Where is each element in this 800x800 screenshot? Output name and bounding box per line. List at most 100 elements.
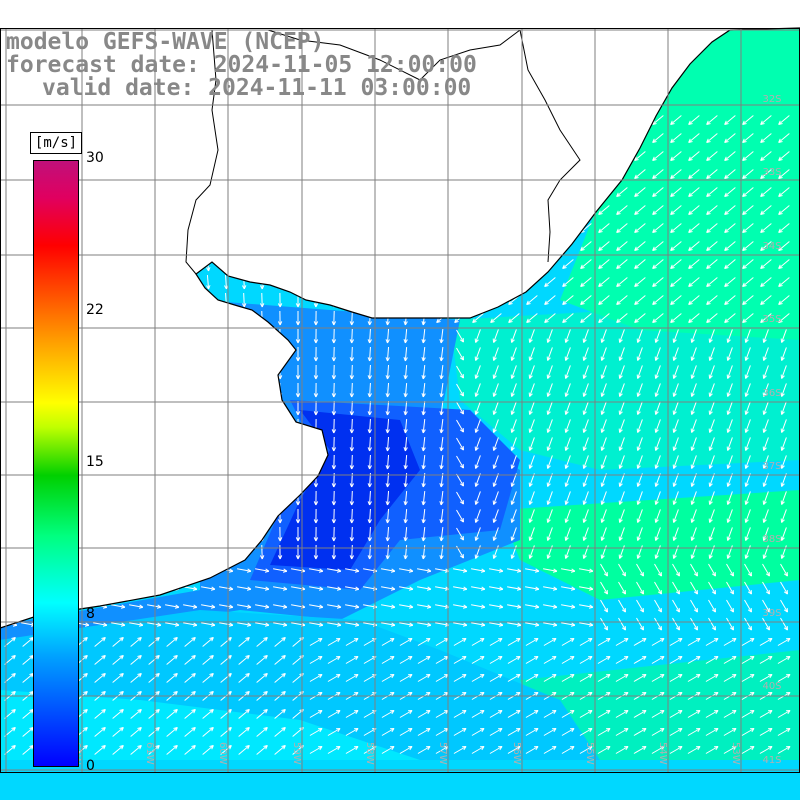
wind-arrow (562, 259, 574, 269)
wind-arrow (546, 419, 553, 433)
wind-arrow (760, 115, 772, 125)
wind-arrow (724, 223, 736, 233)
lon-label: 57W (437, 742, 448, 765)
wind-arrow (170, 346, 175, 362)
wind-arrow (598, 205, 610, 215)
wind-arrow (152, 418, 157, 434)
wind-arrow (98, 131, 103, 146)
wind-arrow (7, 257, 14, 272)
wind-arrow (580, 295, 592, 305)
wind-arrow (93, 586, 108, 591)
wind-arrow (385, 166, 390, 182)
wind-arrow (708, 455, 715, 469)
wind-arrow (472, 313, 484, 323)
wind-arrow (490, 313, 502, 323)
wind-arrow (134, 437, 139, 452)
wind-arrow (152, 508, 157, 524)
wind-arrow (259, 328, 265, 344)
wind-arrow (313, 274, 319, 290)
wind-arrow (367, 256, 372, 272)
wind-arrow (403, 454, 408, 470)
wind-arrow (439, 454, 444, 470)
wind-arrow (618, 347, 625, 361)
wind-arrow (456, 347, 464, 361)
wind-arrow (670, 205, 682, 215)
wind-arrow (152, 184, 157, 200)
wind-arrow (188, 346, 193, 362)
wind-arrow (688, 295, 700, 305)
wind-arrow (277, 148, 283, 164)
wind-arrow (474, 383, 481, 397)
wind-arrow (492, 329, 499, 343)
wind-arrow (492, 419, 499, 433)
wind-arrow (634, 313, 646, 323)
wind-arrow (724, 187, 736, 197)
wind-arrow (259, 400, 265, 416)
wind-arrow (726, 401, 733, 415)
wind-arrow (331, 292, 337, 308)
wind-arrow (546, 401, 553, 415)
wind-arrow (760, 169, 772, 179)
wind-arrow (165, 568, 180, 573)
wind-arrow (134, 131, 139, 146)
wind-arrow (618, 419, 625, 433)
wind-arrow (564, 383, 571, 397)
wind-arrow (349, 112, 355, 128)
wind-arrow (742, 151, 754, 161)
wind-arrow (726, 455, 733, 469)
wind-arrow (385, 418, 390, 434)
wind-arrow (706, 223, 718, 233)
lon-label: 56W (511, 742, 522, 765)
wind-arrow (474, 347, 481, 361)
wind-arrow (490, 115, 502, 125)
wind-arrow (508, 241, 520, 251)
wind-arrow (277, 436, 283, 452)
wind-arrow (616, 115, 628, 125)
lon-label: 60W (217, 742, 228, 765)
wind-arrow (134, 257, 139, 272)
wind-arrow (313, 148, 319, 164)
wind-arrow (206, 166, 211, 182)
wind-arrow (116, 149, 121, 164)
wind-arrow (206, 382, 211, 398)
wind-arrow (510, 401, 517, 415)
wind-arrow (331, 112, 337, 128)
wind-arrow (742, 241, 754, 251)
wind-arrow (134, 149, 139, 164)
wind-arrow (349, 130, 355, 146)
wind-arrow (259, 148, 265, 164)
wind-arrow (582, 383, 589, 397)
wind-arrow (528, 401, 535, 415)
wind-arrow (598, 295, 610, 305)
wind-arrow (688, 115, 700, 125)
wind-arrow (778, 115, 790, 125)
wind-arrow (116, 383, 121, 398)
wind-arrow (490, 277, 502, 287)
wind-arrow (688, 241, 700, 251)
wind-arrow (778, 241, 790, 251)
wind-arrow (456, 383, 464, 397)
wind-arrow (421, 202, 426, 218)
wind-arrow (313, 130, 319, 146)
wind-arrow (688, 259, 700, 269)
wind-arrow (80, 275, 85, 290)
wind-arrow (152, 310, 157, 326)
wind-arrow (98, 257, 103, 272)
wind-arrow (170, 166, 175, 182)
wind-arrow (25, 293, 31, 308)
wind-arrow (580, 133, 592, 143)
wind-arrow (134, 203, 139, 218)
wind-arrow (259, 508, 265, 524)
wind-arrow (706, 133, 718, 143)
wind-arrow (259, 166, 265, 182)
wind-arrow (116, 491, 121, 506)
wind-arrow (3, 568, 18, 573)
wind-arrow (744, 383, 751, 397)
wind-arrow (421, 436, 426, 452)
wind-arrow (403, 292, 408, 308)
wind-arrow (241, 364, 247, 380)
wind-arrow (295, 202, 301, 218)
wind-arrow (134, 455, 139, 470)
wind-arrow (600, 401, 607, 415)
wind-arrow (778, 313, 790, 323)
